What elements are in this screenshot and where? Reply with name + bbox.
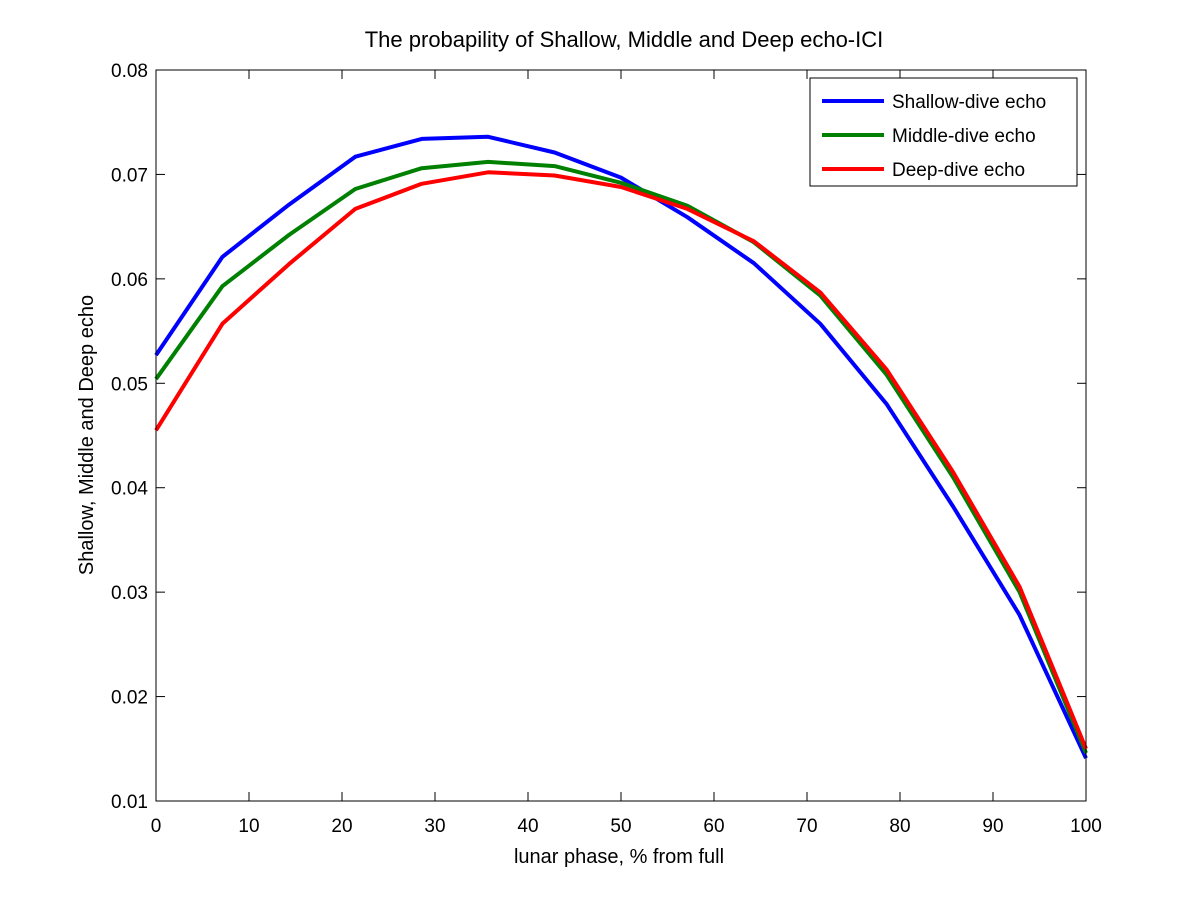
series-line-middle-dive-echo bbox=[154, 159, 1088, 754]
x-tick-label: 50 bbox=[610, 816, 631, 837]
x-tick-label: 40 bbox=[517, 816, 538, 837]
chart-title: The probapility of Shallow, Middle and D… bbox=[365, 27, 884, 52]
series-lines bbox=[154, 134, 1088, 760]
y-tick-label: 0.03 bbox=[111, 583, 148, 604]
series-line-deep-dive-echo bbox=[154, 170, 1088, 750]
x-tick-label: 100 bbox=[1070, 816, 1102, 837]
y-tick-label: 0.05 bbox=[111, 374, 148, 395]
legend-label-deep-dive-echo: Deep-dive echo bbox=[892, 160, 1025, 181]
y-tick-label: 0.08 bbox=[111, 61, 148, 82]
x-tick-label: 30 bbox=[424, 816, 445, 837]
series-line-shallow-dive-echo bbox=[154, 134, 1088, 760]
x-axis-label: lunar phase, % from full bbox=[514, 846, 724, 868]
y-axis-label: Shallow, Middle and Deep echo bbox=[76, 295, 98, 575]
x-tick-label: 70 bbox=[796, 816, 817, 837]
y-tick-label: 0.01 bbox=[111, 792, 148, 813]
x-tick-label: 90 bbox=[982, 816, 1003, 837]
legend-label-middle-dive-echo: Middle-dive echo bbox=[892, 126, 1036, 147]
axes-frame bbox=[155, 69, 1087, 802]
y-tick-label: 0.04 bbox=[111, 479, 148, 500]
x-tick-label: 80 bbox=[889, 816, 910, 837]
x-tick-label: 20 bbox=[331, 816, 352, 837]
y-tick-label: 0.02 bbox=[111, 688, 148, 709]
legend-label-shallow-dive-echo: Shallow-dive echo bbox=[892, 92, 1046, 113]
x-tick-label: 10 bbox=[238, 816, 259, 837]
axis-tick-labels: 0 10 20 30 40 50 60 70 80 90 100 0.01 0.02 0.03 0.04 0.… bbox=[111, 61, 1102, 837]
y-tick-label: 0.06 bbox=[111, 270, 148, 291]
x-tick-label: 0 bbox=[151, 816, 162, 837]
legend: Shallow-dive echo Middle-dive echo Deep-di… bbox=[809, 77, 1078, 187]
x-tick-label: 60 bbox=[703, 816, 724, 837]
y-tick-label: 0.07 bbox=[111, 165, 148, 186]
